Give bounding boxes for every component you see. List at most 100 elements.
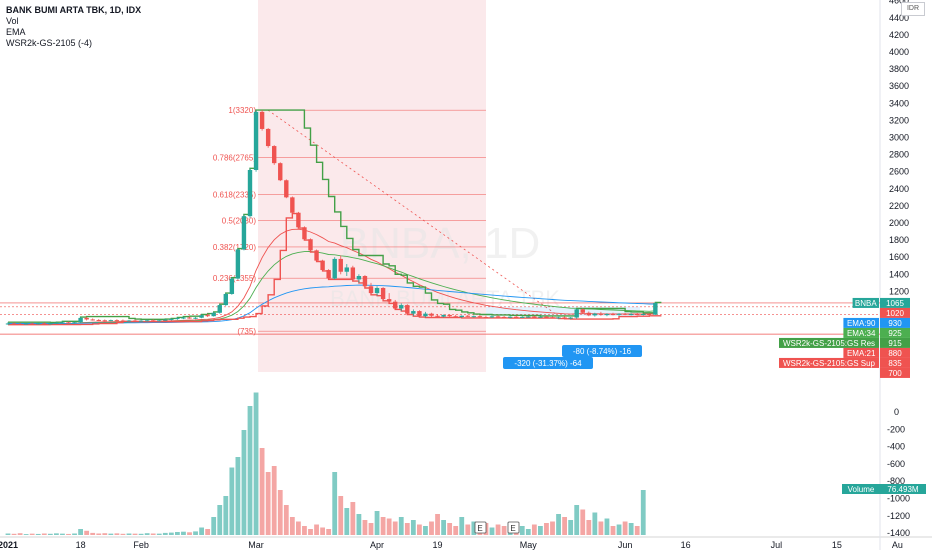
volume-bar [616, 524, 622, 535]
candle [290, 197, 295, 213]
badge-value-bg-1 [880, 307, 910, 318]
volume-bar [640, 490, 646, 535]
candle [132, 320, 138, 322]
badge-value-bg-5 [880, 347, 910, 358]
badge-value-1: 1020 [886, 309, 904, 318]
volume-bar [429, 521, 434, 535]
candle [108, 320, 114, 322]
volume-bar [417, 524, 422, 535]
volume-bar [356, 514, 362, 535]
candle [169, 318, 174, 320]
badge-label-6: WSR2k-GS-2105:GS Sup [783, 359, 876, 368]
candle [635, 314, 640, 316]
candle [36, 323, 41, 325]
badge-label-2: EMA:90 [847, 319, 876, 328]
candle [435, 315, 440, 317]
price-tick-16: 1400 [889, 269, 909, 279]
legend-wsr: WSR2k-GS-2105 (-4) [6, 38, 93, 48]
volume-bar [622, 521, 628, 535]
price-tick-6: 3400 [889, 98, 909, 108]
earnings-marker-label-1: E [510, 524, 515, 533]
candle [350, 267, 356, 280]
candle [175, 318, 180, 320]
candle [465, 315, 470, 317]
volume-bar [308, 529, 313, 535]
badge-label-bg-4 [779, 337, 879, 348]
fib-label-4: 0.382(1720) [213, 243, 256, 252]
volume-bar [5, 533, 11, 535]
volume-bar [235, 457, 241, 535]
candle [320, 260, 325, 271]
candle [520, 316, 525, 318]
volume-bar [447, 523, 453, 535]
volume-tick-3: -600 [887, 459, 905, 469]
badge-value-2: 930 [888, 319, 902, 328]
volume-tick-0: 0 [894, 407, 899, 417]
candle [538, 316, 543, 318]
price-tick-0: 4600 [889, 0, 909, 6]
candle [622, 313, 628, 315]
volume-bar [259, 448, 265, 535]
badge-label-bg-2 [843, 317, 879, 328]
volume-bar [29, 533, 35, 535]
volume-bar [489, 527, 495, 535]
badge-label-5: EMA:21 [847, 349, 876, 358]
candle [78, 317, 83, 323]
candle [483, 317, 489, 319]
candle [302, 227, 307, 240]
volume-bar [344, 508, 350, 535]
price-tick-7: 3200 [889, 115, 909, 125]
volume-bar [556, 514, 561, 535]
volume-bar [501, 526, 507, 535]
candle [17, 323, 23, 325]
volume-bar [162, 532, 168, 535]
volume-bar [338, 496, 344, 535]
measure-label-bg-1 [503, 357, 593, 369]
volume-bar [531, 524, 537, 535]
volume-bar [350, 502, 356, 535]
candle [163, 319, 168, 321]
candle [229, 278, 235, 294]
measure-box [486, 306, 640, 317]
x-tick-2: Feb [133, 540, 149, 550]
candle [507, 316, 513, 318]
candle [598, 313, 604, 315]
candle [399, 305, 404, 309]
candle [580, 309, 585, 313]
volume-bar [144, 533, 150, 535]
price-tick-17: 1200 [889, 286, 909, 296]
volume-bar [392, 521, 398, 535]
candle [526, 316, 531, 318]
candle [187, 317, 192, 319]
currency-label[interactable]: IDR [901, 2, 925, 16]
volume-bar [181, 531, 186, 535]
candle [96, 319, 101, 321]
candle [30, 323, 35, 325]
volume-bar [538, 526, 543, 535]
volume-bar [465, 524, 471, 535]
volume-bar [175, 532, 180, 535]
candle [429, 313, 434, 316]
candle [326, 270, 331, 279]
legend-vol: Vol [6, 16, 19, 26]
candle [471, 316, 477, 318]
volume-bar [423, 526, 428, 535]
watermark-symbol: BNBA, 1D [340, 219, 541, 268]
candle [592, 313, 598, 316]
volume-bar [168, 532, 174, 535]
badge-value-bg-2 [880, 317, 910, 328]
volume-tick-6: -1200 [887, 511, 910, 521]
candle [199, 315, 204, 318]
earnings-marker-label-0: E [477, 524, 482, 533]
price-tick-10: 2600 [889, 167, 909, 177]
candle [550, 317, 555, 319]
volume-bar [398, 517, 404, 535]
fib-zone [258, 0, 486, 372]
volume-bar [586, 520, 592, 535]
candle [647, 313, 652, 315]
candle [120, 320, 126, 322]
volume-bar [60, 533, 65, 535]
x-tick-7: Jun [618, 540, 633, 550]
badge-value-7: 700 [888, 369, 902, 378]
